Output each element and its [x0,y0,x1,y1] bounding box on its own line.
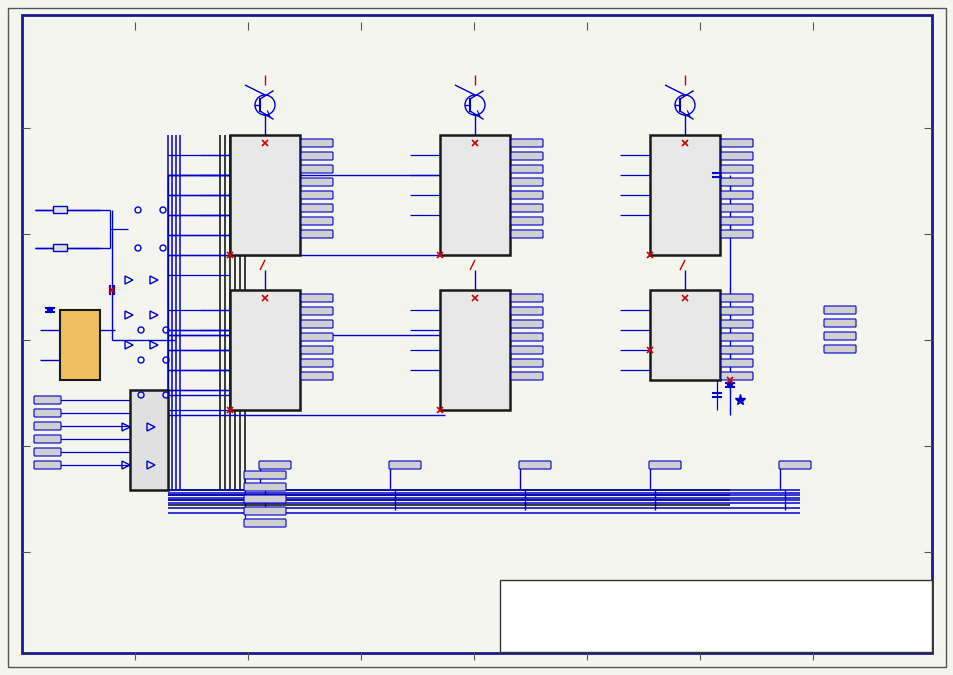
FancyBboxPatch shape [518,461,551,469]
Bar [230,290,299,410]
FancyBboxPatch shape [301,294,333,302]
FancyBboxPatch shape [34,396,61,404]
Bar [649,135,720,255]
FancyBboxPatch shape [720,139,752,147]
FancyBboxPatch shape [511,204,542,212]
FancyBboxPatch shape [720,320,752,328]
FancyBboxPatch shape [511,333,542,341]
FancyBboxPatch shape [720,333,752,341]
FancyBboxPatch shape [648,461,680,469]
Bar [439,290,510,410]
FancyBboxPatch shape [779,461,810,469]
Bar [130,390,168,490]
FancyBboxPatch shape [34,448,61,456]
Bar [60,310,100,380]
Bar [649,290,720,380]
FancyBboxPatch shape [720,178,752,186]
FancyBboxPatch shape [511,307,542,315]
Bar [53,207,67,213]
FancyBboxPatch shape [511,139,542,147]
Bar [53,244,67,252]
FancyBboxPatch shape [301,139,333,147]
Bar [230,135,299,255]
FancyBboxPatch shape [301,152,333,160]
FancyBboxPatch shape [258,461,291,469]
FancyBboxPatch shape [720,165,752,173]
Bar [439,135,510,255]
FancyBboxPatch shape [301,320,333,328]
FancyBboxPatch shape [511,152,542,160]
FancyBboxPatch shape [823,319,855,327]
FancyBboxPatch shape [301,333,333,341]
FancyBboxPatch shape [511,217,542,225]
FancyBboxPatch shape [301,372,333,380]
FancyBboxPatch shape [511,372,542,380]
FancyBboxPatch shape [511,165,542,173]
FancyBboxPatch shape [720,217,752,225]
FancyBboxPatch shape [720,152,752,160]
FancyBboxPatch shape [511,191,542,199]
FancyBboxPatch shape [34,461,61,469]
FancyBboxPatch shape [511,359,542,367]
FancyBboxPatch shape [301,307,333,315]
FancyBboxPatch shape [34,409,61,417]
FancyBboxPatch shape [301,359,333,367]
FancyBboxPatch shape [244,495,286,503]
FancyBboxPatch shape [511,178,542,186]
FancyBboxPatch shape [244,483,286,491]
FancyBboxPatch shape [720,204,752,212]
Circle shape [48,308,52,313]
FancyBboxPatch shape [720,230,752,238]
FancyBboxPatch shape [511,230,542,238]
FancyBboxPatch shape [511,294,542,302]
FancyBboxPatch shape [301,204,333,212]
FancyBboxPatch shape [720,307,752,315]
FancyBboxPatch shape [244,507,286,515]
FancyBboxPatch shape [301,230,333,238]
FancyBboxPatch shape [389,461,420,469]
FancyBboxPatch shape [34,435,61,443]
FancyBboxPatch shape [301,191,333,199]
FancyBboxPatch shape [823,332,855,340]
FancyBboxPatch shape [301,346,333,354]
FancyBboxPatch shape [720,346,752,354]
FancyBboxPatch shape [720,191,752,199]
FancyBboxPatch shape [244,519,286,527]
FancyBboxPatch shape [823,345,855,353]
Bar [499,580,931,652]
FancyBboxPatch shape [301,178,333,186]
FancyBboxPatch shape [511,346,542,354]
FancyBboxPatch shape [244,471,286,479]
FancyBboxPatch shape [720,294,752,302]
FancyBboxPatch shape [823,306,855,314]
FancyBboxPatch shape [511,320,542,328]
Circle shape [727,383,732,387]
FancyBboxPatch shape [720,359,752,367]
FancyBboxPatch shape [720,372,752,380]
FancyBboxPatch shape [34,422,61,430]
FancyBboxPatch shape [301,165,333,173]
FancyBboxPatch shape [301,217,333,225]
